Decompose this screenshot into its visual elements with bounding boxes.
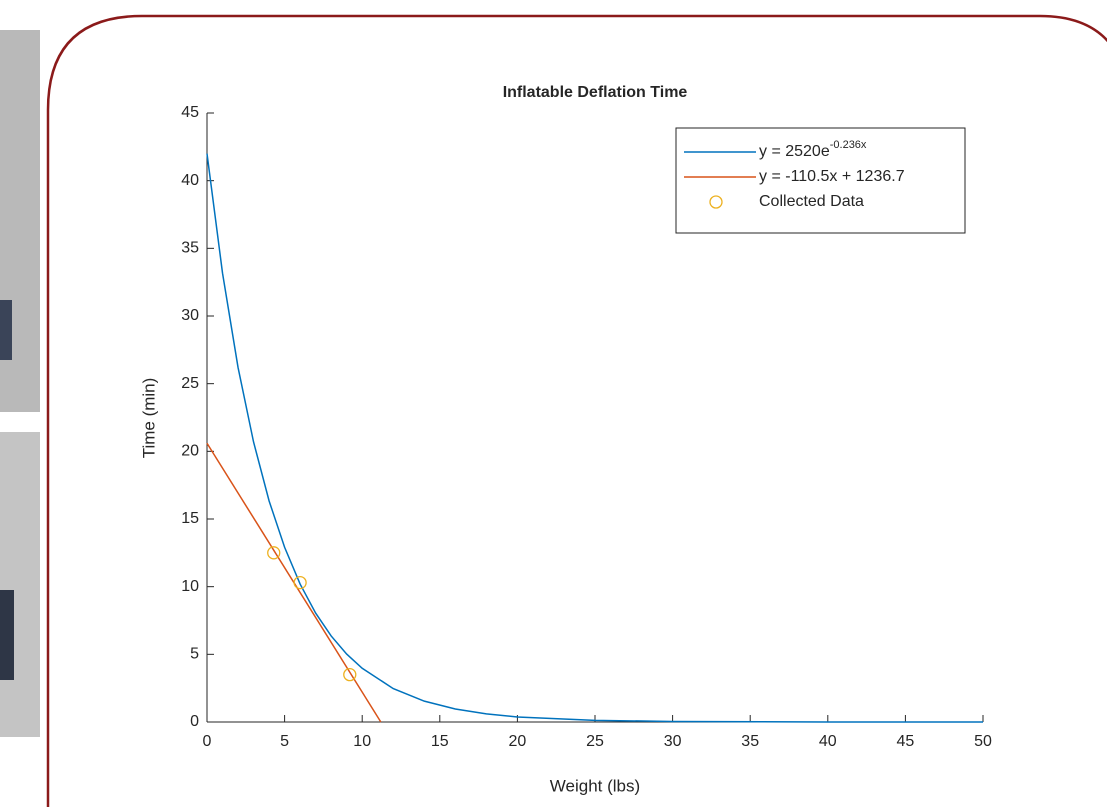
y-tick-label: 10: [181, 578, 199, 595]
x-tick-label: 40: [819, 733, 837, 750]
series-line: [206, 153, 983, 723]
data-point: [343, 667, 357, 682]
y-tick-label: 40: [181, 172, 199, 189]
x-tick-label: 25: [586, 733, 604, 750]
data-point: [267, 546, 281, 560]
x-tick-label: 30: [664, 733, 682, 750]
y-tick-label: 15: [181, 510, 199, 527]
x-tick-label: 20: [509, 733, 527, 750]
y-tick-label: 30: [181, 307, 199, 324]
x-tick-label: 5: [280, 733, 289, 750]
y-tick-label: 5: [190, 646, 199, 663]
x-tick-label: 35: [741, 733, 759, 750]
data-point: [293, 575, 307, 590]
legend-exponent: -0.236x: [830, 139, 867, 151]
y-tick-label: 35: [181, 240, 199, 257]
legend-label: Collected Data: [759, 193, 864, 210]
photo-detail: [0, 590, 14, 680]
photo-detail: [0, 300, 12, 360]
x-tick-label: 0: [203, 733, 212, 750]
y-tick-label: 45: [181, 104, 199, 121]
y-axis-label: Time (min): [139, 378, 158, 459]
x-tick-label: 10: [353, 733, 371, 750]
x-tick-label: 50: [974, 733, 992, 750]
legend-label: y = -110.5x + 1236.7: [759, 168, 905, 185]
photo: [0, 432, 40, 737]
slide-border: [46, 14, 1107, 807]
legend-box: [675, 127, 966, 234]
y-tick-label: 0: [190, 713, 199, 730]
x-axis-label: Weight (lbs): [550, 776, 640, 795]
x-tick-label: 45: [897, 733, 915, 750]
y-tick-label: 20: [181, 443, 199, 460]
chart-title: Inflatable Deflation Time: [503, 84, 688, 101]
legend-marker: [709, 195, 723, 209]
y-tick-label: 25: [181, 375, 199, 392]
x-tick-label: 15: [431, 733, 449, 750]
